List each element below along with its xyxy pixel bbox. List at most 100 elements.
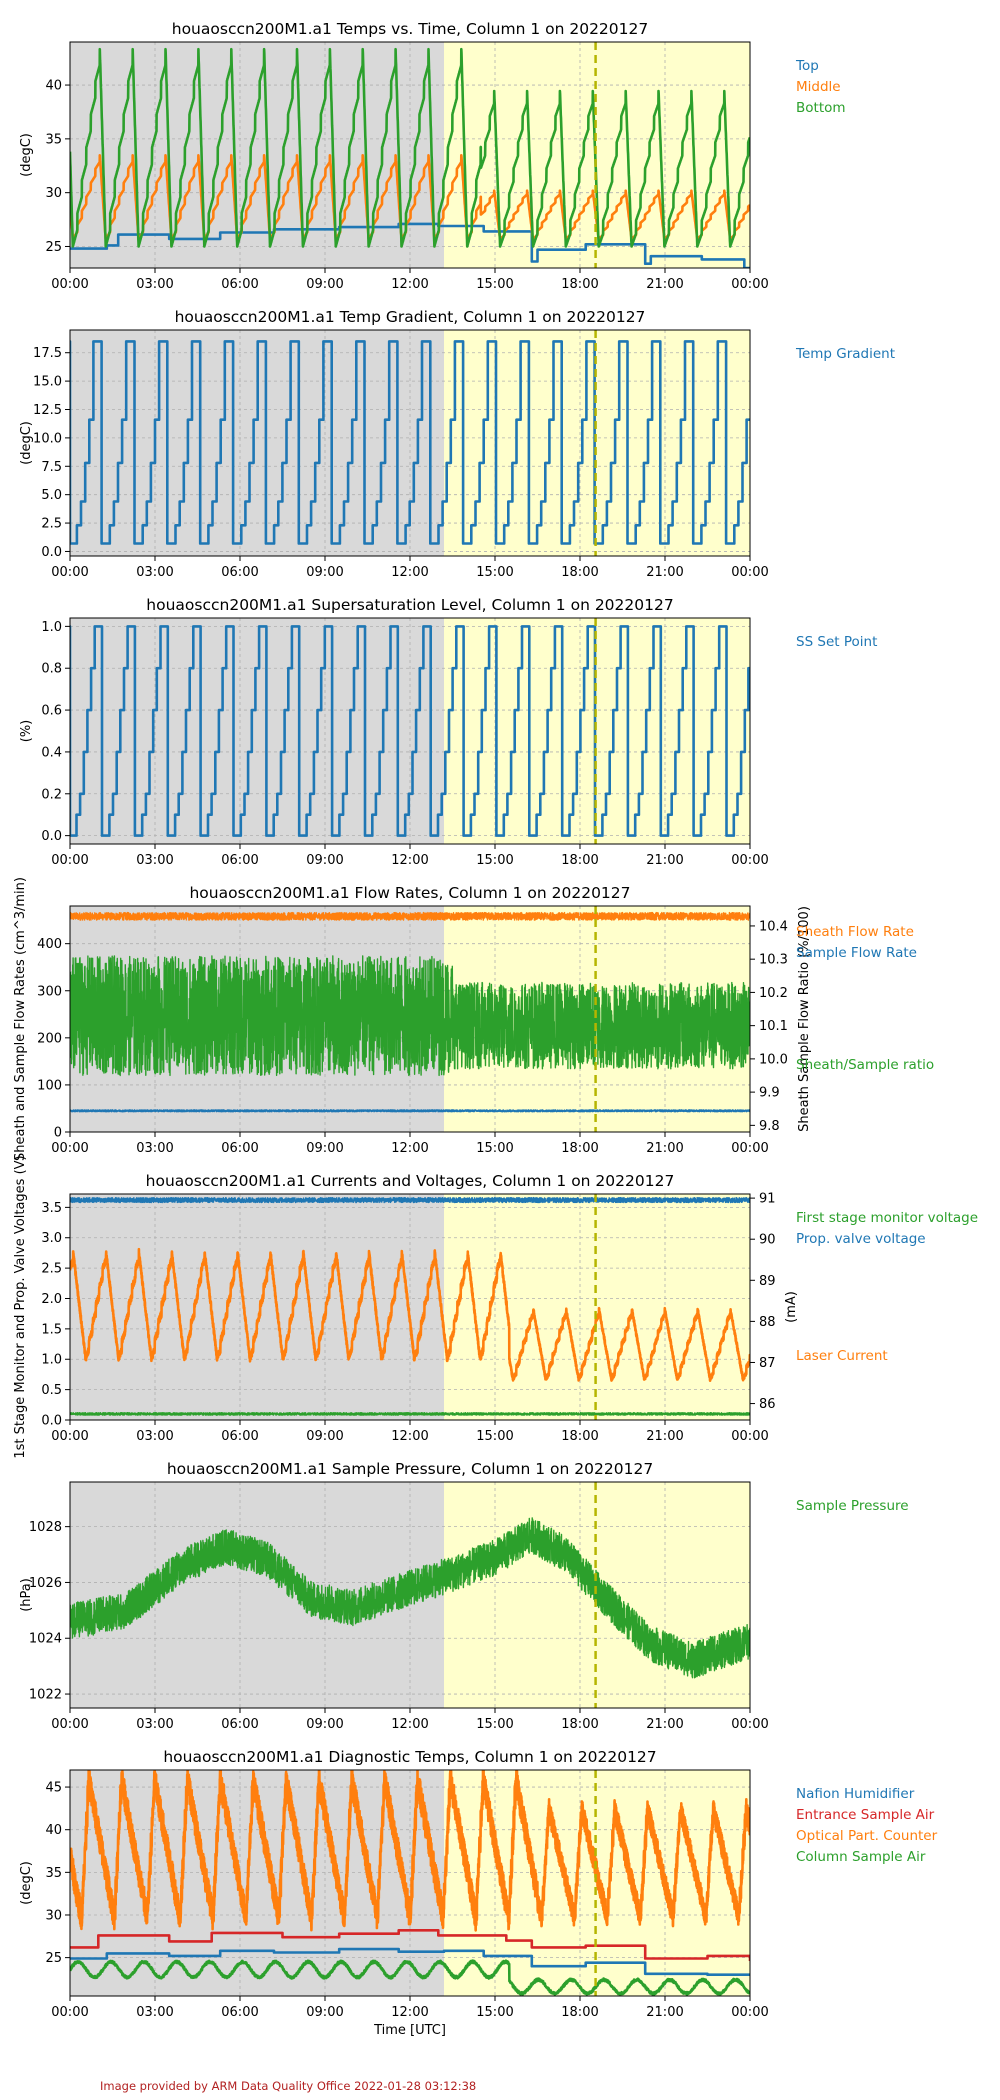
chart-panel-3: 00:00 03:00 06:00 09:00 12:00 15:00 18:00 21:00…: [19, 596, 877, 868]
y-tick-label: 40: [45, 1823, 62, 1838]
y-tick-label: 400: [37, 937, 62, 952]
legend-entry: Laser Current: [796, 1348, 888, 1364]
y-axis-label: (degC): [19, 133, 34, 177]
y-right-tick-label: 9.9: [759, 1086, 780, 1101]
night-shade: [70, 1194, 444, 1420]
x-tick-label: 12:00: [391, 1429, 428, 1444]
y-tick-label: 30: [45, 186, 62, 201]
x-tick-label: 09:00: [306, 853, 343, 868]
y-tick-label: 0.0: [41, 545, 62, 560]
y-right-tick-label: 9.8: [759, 1119, 780, 1134]
y-tick-label: 1.5: [41, 1322, 62, 1337]
y-tick-label: 15.0: [33, 375, 62, 390]
x-tick-label: 00:00: [731, 1429, 768, 1444]
y-tick-label: 25: [45, 1951, 62, 1966]
x-tick-label: 00:00: [51, 277, 88, 292]
x-tick-label: 21:00: [646, 853, 683, 868]
series-line-optical-part-counter: [70, 1770, 750, 1932]
series-group: [70, 625, 750, 837]
y-axis-right-label: (mA): [784, 1291, 799, 1323]
series-line-bottom: [70, 47, 750, 248]
series-line-sheath-flow-rate: [70, 911, 750, 921]
y-tick-label: 2.5: [41, 517, 62, 532]
legend-entry: Prop. valve voltage: [796, 1231, 926, 1247]
y-tick-label: 1028: [29, 1520, 62, 1535]
y-tick-label: 1024: [29, 1632, 62, 1647]
x-tick-label: 09:00: [306, 1429, 343, 1444]
legend: First stage monitor voltage Prop. valve v…: [796, 1210, 978, 1364]
legend-entry: SS Set Point: [796, 634, 877, 650]
legend: Sheath Flow Rate Sample Flow Rate Sheath/S…: [796, 924, 934, 1073]
chart-title: houaosccn200M1.a1 Temp Gradient, Column …: [175, 308, 646, 326]
y-axis-label: (hPa): [19, 1578, 34, 1612]
y-tick-label: 7.5: [41, 460, 62, 475]
x-tick-label: 03:00: [136, 277, 173, 292]
y-tick-label: 0.5: [41, 1383, 62, 1398]
chart-title: houaosccn200M1.a1 Flow Rates, Column 1 o…: [189, 884, 630, 902]
series-line-ss-set-point: [70, 625, 750, 837]
chart-panel-5: 00:00 03:00 06:00 09:00 12:00 15:00 18:00 21:00…: [13, 1155, 978, 1458]
series-line-first-stage-monitor-voltage: [70, 1412, 750, 1416]
series-line-sample-flow-rate: [70, 1109, 750, 1113]
series-line-column-sample-air: [70, 1959, 750, 1996]
y-right-tick-label: 10.4: [759, 919, 788, 934]
series-line-nafion-humidifier: [70, 1947, 750, 1976]
series-group: [70, 1517, 750, 1679]
y-tick-label: 100: [37, 1078, 62, 1093]
legend-entry: Column Sample Air: [796, 1849, 926, 1865]
y-right-tick-label: 88: [759, 1315, 776, 1330]
x-tick-label: 21:00: [646, 565, 683, 580]
series-line-sheath-sample-ratio: [70, 955, 750, 1077]
x-tick-label: 00:00: [51, 2005, 88, 2020]
y-tick-label: 3.0: [41, 1231, 62, 1246]
y-tick-label: 3.5: [41, 1201, 62, 1216]
y-right-tick-label: 10.1: [759, 1019, 788, 1034]
y-tick-label: 0.8: [41, 662, 62, 677]
x-tick-label: 06:00: [221, 853, 258, 868]
x-tick-label: 00:00: [731, 1717, 768, 1732]
x-tick-label: 18:00: [561, 565, 598, 580]
legend-entry: Top: [795, 58, 819, 74]
x-tick-label: 21:00: [646, 2005, 683, 2020]
legend-entry: Sheath Flow Rate: [796, 924, 914, 940]
chart-panel-1: 00:00 03:00 06:00 09:00 12:00 15:00 18:00 21:00…: [19, 20, 846, 292]
series-line-top: [70, 222, 750, 268]
x-tick-label: 03:00: [136, 565, 173, 580]
y-tick-label: 300: [37, 984, 62, 999]
y-axis-label: (degC): [19, 1861, 34, 1905]
y-tick-label: 0: [54, 1126, 62, 1141]
legend-entry: Temp Gradient: [795, 346, 895, 362]
legend-entry: Entrance Sample Air: [796, 1807, 935, 1823]
chart-title: houaosccn200M1.a1 Currents and Voltages,…: [146, 1172, 675, 1190]
x-tick-label: 03:00: [136, 1141, 173, 1156]
x-tick-label: 18:00: [561, 277, 598, 292]
x-tick-label: 15:00: [476, 853, 513, 868]
y-tick-label: 1026: [29, 1576, 62, 1591]
y-right-tick-label: 90: [759, 1233, 776, 1248]
y-axis-label: 1st Stage Monitor and Prop. Valve Voltag…: [13, 1155, 28, 1458]
y-tick-label: 200: [37, 1031, 62, 1046]
legend-entry: Nafion Humidifier: [796, 1786, 915, 1802]
x-tick-label: 09:00: [306, 277, 343, 292]
y-tick-label: 2.0: [41, 1292, 62, 1307]
x-axis-label: Time [UTC]: [373, 2023, 446, 2038]
footer-credit: Image provided by ARM Data Quality Offic…: [100, 2079, 477, 2093]
x-tick-label: 15:00: [476, 277, 513, 292]
legend: Temp Gradient: [795, 346, 895, 362]
x-tick-label: 00:00: [731, 853, 768, 868]
x-tick-label: 21:00: [646, 277, 683, 292]
x-tick-label: 03:00: [136, 853, 173, 868]
x-tick-label: 18:00: [561, 853, 598, 868]
x-tick-label: 18:00: [561, 1429, 598, 1444]
y-tick-label: 1.0: [41, 620, 62, 635]
x-tick-label: 06:00: [221, 1429, 258, 1444]
y-right-tick-label: 10.2: [759, 986, 788, 1001]
night-shade: [70, 618, 444, 844]
x-tick-label: 00:00: [51, 1429, 88, 1444]
chart-title: houaosccn200M1.a1 Supersaturation Level,…: [146, 596, 673, 614]
y-tick-label: 12.5: [33, 403, 62, 418]
x-tick-label: 00:00: [731, 565, 768, 580]
x-tick-label: 15:00: [476, 1429, 513, 1444]
y-tick-label: 1022: [29, 1688, 62, 1703]
